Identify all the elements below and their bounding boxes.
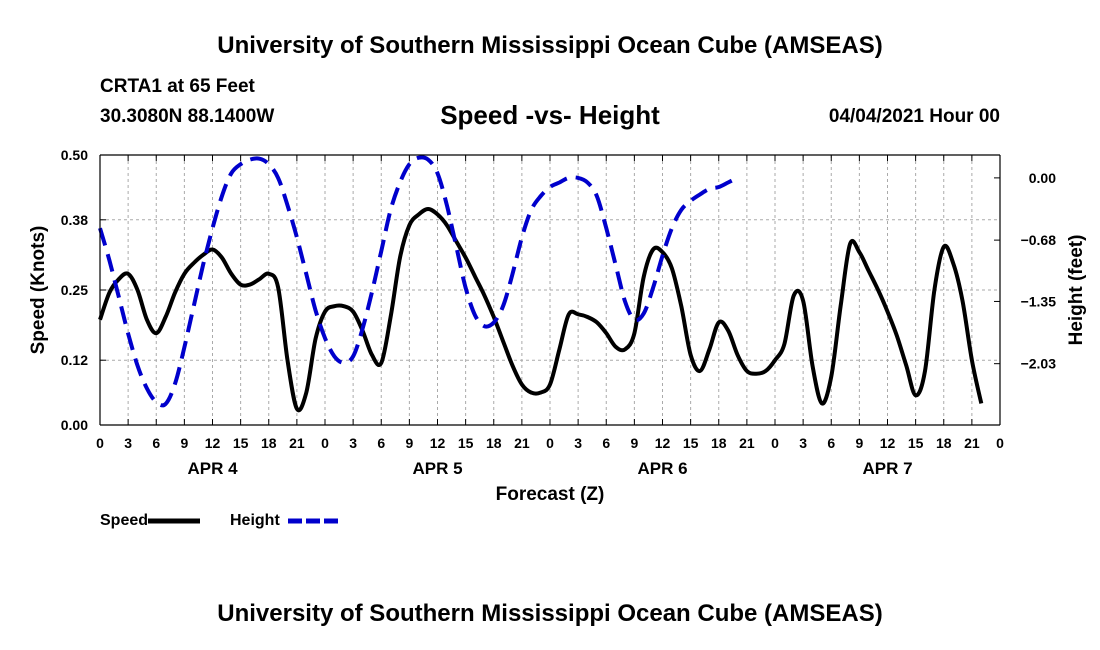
- day-label: APR 4: [187, 459, 238, 478]
- x-tick-label: 3: [574, 435, 582, 451]
- x-tick-label: 6: [152, 435, 160, 451]
- x-tick-label: 18: [486, 435, 502, 451]
- x-tick-label: 3: [349, 435, 357, 451]
- x-tick-label: 9: [855, 435, 863, 451]
- x-tick-label: 15: [458, 435, 474, 451]
- right-y-axis-title: Height (feet): [1066, 235, 1087, 346]
- x-tick-label: 3: [124, 435, 132, 451]
- x-tick-label: 9: [405, 435, 413, 451]
- legend-label-speed: Speed: [100, 512, 148, 529]
- speed-series-line: [98, 207, 984, 413]
- x-tick-label: 6: [377, 435, 385, 451]
- x-tick-label: 15: [233, 435, 249, 451]
- right-y-tick-label: −2.03: [1021, 356, 1057, 372]
- x-tick-label: 12: [655, 435, 671, 451]
- day-label: APR 7: [862, 459, 912, 478]
- x-tick-label: 9: [180, 435, 188, 451]
- left-y-tick-label: 0.12: [61, 352, 88, 368]
- x-tick-label: 18: [711, 435, 727, 451]
- forecast-datetime: 04/04/2021 Hour 00: [828, 106, 1000, 127]
- left-y-tick-label: 0.38: [61, 212, 88, 228]
- x-tick-label: 0: [321, 435, 329, 451]
- day-label: APR 5: [412, 459, 462, 478]
- day-label: APR 6: [637, 459, 687, 478]
- left-y-tick-label: 0.00: [61, 417, 88, 433]
- right-y-tick-label: 0.00: [1029, 170, 1056, 186]
- left-y-tick-label: 0.25: [61, 282, 88, 298]
- chart-title: Speed -vs- Height: [440, 100, 660, 130]
- x-tick-label: 3: [799, 435, 807, 451]
- x-tick-label: 12: [205, 435, 221, 451]
- left-y-tick-label: 0.50: [61, 147, 88, 163]
- right-y-tick-label: −0.68: [1021, 232, 1057, 248]
- x-tick-label: 0: [771, 435, 779, 451]
- x-tick-label: 21: [289, 435, 305, 451]
- x-tick-label: 18: [261, 435, 277, 451]
- bottom-title: University of Southern Mississippi Ocean…: [217, 600, 883, 627]
- x-tick-label: 0: [546, 435, 554, 451]
- legend-label-height: Height: [230, 512, 280, 529]
- x-tick-label: 9: [630, 435, 638, 451]
- x-tick-label: 15: [683, 435, 699, 451]
- x-tick-label: 18: [936, 435, 952, 451]
- x-tick-label: 12: [430, 435, 446, 451]
- x-tick-label: 21: [514, 435, 530, 451]
- x-tick-label: 0: [996, 435, 1004, 451]
- x-tick-label: 6: [827, 435, 835, 451]
- x-tick-label: 12: [880, 435, 896, 451]
- x-tick-label: 21: [964, 435, 980, 451]
- station-label: CRTA1 at 65 Feet: [100, 76, 255, 97]
- x-tick-label: 0: [96, 435, 104, 451]
- height-series-line: [98, 155, 739, 408]
- coordinates-label: 30.3080N 88.1400W: [100, 106, 275, 127]
- top-title: University of Southern Mississippi Ocean…: [217, 32, 883, 59]
- x-tick-label: 6: [602, 435, 610, 451]
- right-y-tick-label: −1.35: [1021, 293, 1057, 309]
- left-y-axis-title: Speed (Knots): [28, 226, 49, 355]
- x-axis-title: Forecast (Z): [496, 484, 605, 505]
- x-tick-label: 15: [908, 435, 924, 451]
- x-tick-label: 21: [739, 435, 755, 451]
